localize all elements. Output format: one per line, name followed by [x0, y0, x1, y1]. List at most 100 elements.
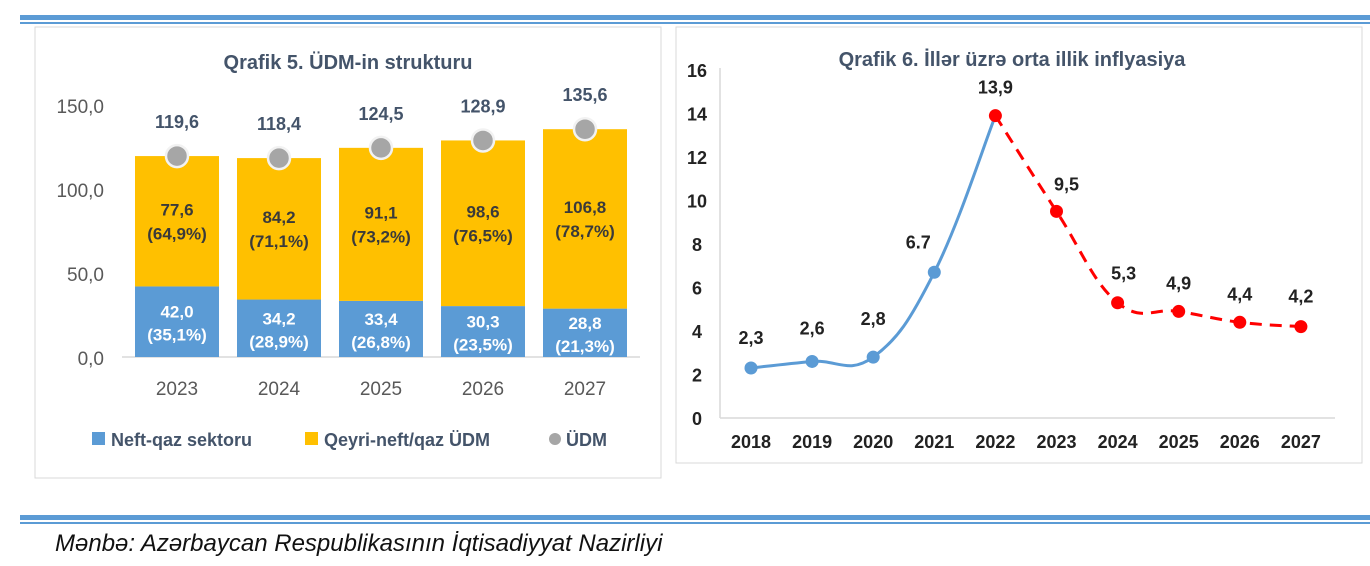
oil-value-label: 30,3 [466, 313, 499, 332]
non-oil-value-label: 84,2 [262, 208, 295, 227]
x-tick-label: 2024 [258, 379, 301, 400]
gdp-value-label: 118,4 [257, 114, 301, 134]
gdp-marker [572, 116, 598, 142]
gdp-marker [266, 145, 292, 171]
legend-marker-gdp [549, 433, 561, 445]
gdp-marker [164, 143, 190, 169]
legend-label-non-oil: Qeyri-neft/qaz ÜDM [324, 430, 490, 450]
oil-value-label: 34,2 [262, 309, 295, 328]
non-oil-value-label: 77,6 [160, 200, 193, 219]
top-rule [20, 15, 1370, 24]
oil-value-label: 28,8 [568, 314, 601, 333]
non-oil-value-label: 91,1 [364, 203, 397, 222]
non-oil-share-label: (76,5%) [453, 226, 513, 245]
x-tick-label: 2023 [156, 379, 198, 400]
non-oil-share-label: (71,1%) [249, 232, 309, 251]
chart5-title: Qrafik 5. ÜDM-in strukturu [224, 51, 473, 74]
y-tick-label: 4 [692, 322, 702, 342]
y-tick-label: 0,0 [78, 349, 104, 370]
non-oil-share-label: (78,7%) [555, 222, 615, 241]
inflation-marker [1111, 296, 1125, 310]
chart6-panel [675, 26, 1363, 464]
x-tick-label: 2027 [564, 379, 606, 400]
non-oil-value-label: 98,6 [466, 202, 499, 221]
x-tick-label: 2020 [853, 432, 893, 452]
y-tick-label: 8 [692, 235, 702, 255]
gdp-value-label: 124,5 [358, 104, 403, 124]
inflation-marker [805, 354, 819, 368]
x-tick-label: 2026 [1220, 432, 1260, 452]
inflation-value-label: 4,9 [1166, 273, 1191, 293]
inflation-marker [1233, 315, 1247, 329]
bar-non-oil [135, 156, 219, 287]
inflation-value-label: 4,2 [1288, 287, 1313, 307]
gdp-marker [368, 135, 394, 161]
x-tick-label: 2024 [1098, 432, 1138, 452]
legend-label-oil: Neft-qaz sektoru [111, 430, 252, 450]
non-oil-value-label: 106,8 [564, 198, 607, 217]
inflation-marker [866, 350, 880, 364]
gdp-value-label: 119,6 [155, 112, 199, 132]
y-tick-label: 150,0 [56, 97, 104, 118]
x-tick-label: 2018 [731, 432, 771, 452]
inflation-marker [1172, 304, 1186, 318]
y-tick-label: 12 [687, 148, 707, 168]
inflation-value-label: 2,3 [738, 328, 763, 348]
x-tick-label: 2021 [914, 432, 954, 452]
bar-non-oil [339, 147, 423, 301]
non-oil-share-label: (64,9%) [147, 224, 207, 243]
bar-non-oil [237, 158, 321, 300]
inflation-marker [1294, 320, 1308, 334]
actual-inflation-line [750, 115, 997, 370]
bar-non-oil [543, 129, 627, 309]
bar-oil-gas [237, 299, 321, 357]
gdp-value-label: 128,9 [460, 96, 505, 116]
y-tick-label: 6 [692, 279, 702, 299]
source-note: Mənbə: Azərbaycan Respublikasının İqtisa… [55, 530, 663, 557]
inflation-marker [1050, 204, 1063, 218]
gdp-marker [470, 128, 496, 153]
x-tick-label: 2025 [1159, 432, 1199, 452]
bar-non-oil [441, 140, 525, 307]
inflation-value-label: 6.7 [906, 232, 931, 252]
inflation-value-label: 2,8 [861, 309, 886, 329]
oil-share-label: (28,9%) [249, 332, 309, 351]
oil-share-label: (23,5%) [453, 336, 513, 355]
inflation-value-label: 9,5 [1054, 174, 1079, 194]
inflation-marker [744, 361, 758, 375]
bar-oil-gas [441, 306, 525, 357]
bottom-rule [20, 515, 1370, 524]
inflation-value-label: 2,6 [800, 318, 825, 338]
x-tick-label: 2027 [1281, 432, 1321, 452]
oil-share-label: (21,3%) [555, 337, 615, 356]
bar-oil-gas [543, 308, 627, 357]
legend-swatch-non-oil [305, 432, 318, 445]
oil-value-label: 42,0 [160, 303, 193, 322]
y-tick-label: 0 [692, 409, 702, 429]
inflation-value-label: 4,4 [1227, 284, 1252, 304]
y-tick-label: 2 [692, 366, 702, 386]
inflation-marker [927, 265, 941, 279]
inflation-value-label: 5,3 [1111, 264, 1136, 284]
oil-share-label: (35,1%) [147, 326, 207, 345]
inflation-value-label: 13,9 [978, 78, 1013, 98]
chart6-title: Qrafik 6. İllər üzrə orta illik inflyasi… [839, 48, 1187, 71]
legend-label-gdp: ÜDM [566, 430, 607, 450]
y-tick-label: 16 [687, 61, 707, 81]
y-tick-label: 100,0 [56, 181, 104, 202]
gdp-value-label: 135,6 [562, 85, 607, 105]
oil-share-label: (26,8%) [351, 333, 411, 352]
oil-value-label: 33,4 [364, 310, 398, 329]
x-tick-label: 2019 [792, 432, 832, 452]
x-tick-label: 2025 [360, 379, 402, 400]
x-tick-label: 2022 [975, 432, 1015, 452]
legend-swatch-oil [92, 432, 105, 445]
x-tick-label: 2026 [462, 379, 504, 400]
bar-oil-gas [135, 286, 219, 357]
bar-oil-gas [339, 300, 423, 357]
x-tick-label: 2023 [1036, 432, 1076, 452]
y-tick-label: 14 [687, 105, 707, 125]
non-oil-share-label: (73,2%) [351, 227, 411, 246]
y-tick-label: 50,0 [67, 265, 104, 286]
